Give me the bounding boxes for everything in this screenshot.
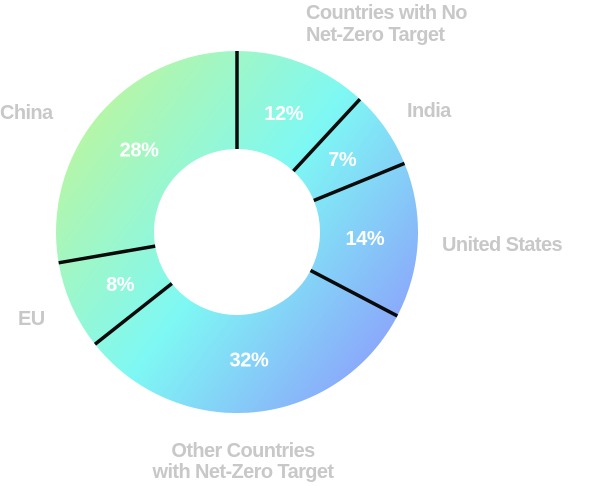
value-no-net-zero: 12% <box>264 103 303 125</box>
slice-separator <box>58 244 156 265</box>
value-india: 7% <box>328 149 357 171</box>
slice-separator <box>93 282 173 346</box>
slice-other-net-zero <box>94 270 398 413</box>
category-labels-layer: Countries with No Net-Zero Target India Uni… <box>0 2 563 483</box>
slice-china <box>55 51 237 263</box>
slice-united-states <box>310 163 418 316</box>
label-eu: EU <box>18 308 45 330</box>
value-other-net-zero: 32% <box>230 349 269 371</box>
slices-layer <box>55 51 418 413</box>
value-labels-layer: 12% 7% 14% 32% 8% 28% <box>106 103 385 372</box>
slice-india <box>293 99 405 201</box>
label-no-net-zero: Countries with No Net-Zero Target <box>306 2 467 46</box>
separators-layer <box>58 51 406 346</box>
value-united-states: 14% <box>345 228 384 250</box>
label-india: India <box>407 100 452 122</box>
label-united-states: United States <box>442 234 562 256</box>
label-china: China <box>0 102 54 124</box>
slice-separator <box>292 97 362 173</box>
value-china: 28% <box>120 140 159 162</box>
slice-eu <box>58 246 172 345</box>
slice-separator <box>313 161 406 203</box>
slice-no-net-zero <box>237 51 360 172</box>
label-other-net-zero: Other Countries with Net-Zero Target <box>152 440 335 483</box>
slice-separator <box>309 268 399 318</box>
value-eu: 8% <box>106 274 135 296</box>
